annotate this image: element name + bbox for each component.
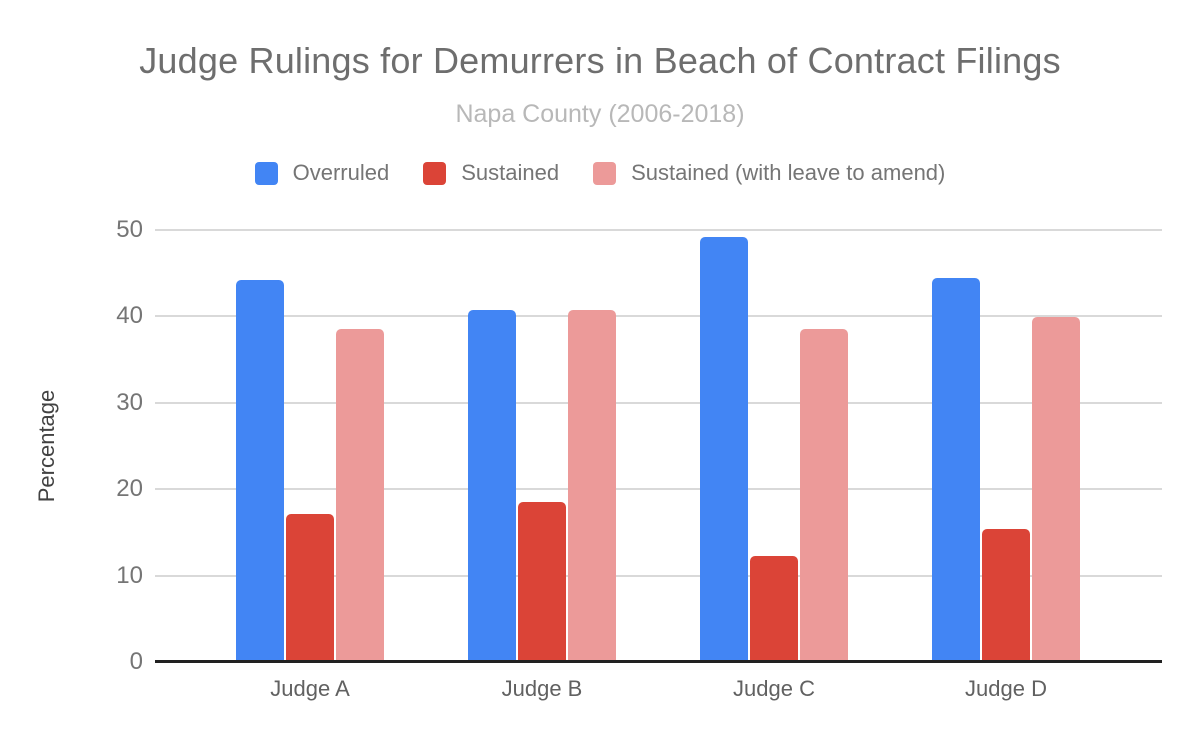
legend-swatch-sustained-with-leave-to-amend [593, 161, 617, 185]
x-axis-label-judge-a: Judge A [270, 676, 350, 701]
judge-b-overruled-bar[interactable] [468, 309, 516, 662]
legend-swatch-sustained [423, 161, 447, 185]
legend-label-overruled: Overruled [292, 160, 390, 185]
judge-d-sustained-with-leave-to-amend-bar[interactable] [1032, 317, 1080, 662]
x-axis-labels: Judge A Judge B Judge C Judge D [155, 676, 1162, 706]
judge-a-sustained-with-leave-to-amend-bar[interactable] [336, 329, 384, 662]
bar-group-judge-b [468, 230, 616, 662]
y-tick-label-0: 0 [129, 648, 143, 675]
legend-item-sustained[interactable]: Sustained [423, 160, 559, 186]
judge-d-overruled-bar[interactable] [932, 277, 980, 662]
legend: Overruled Sustained Sustained (with leave … [0, 160, 1200, 186]
gridline-40 [155, 315, 1162, 318]
bar-group-judge-a [236, 230, 384, 662]
x-axis-label-judge-c: Judge C [733, 676, 815, 701]
gridline-50 [155, 229, 1162, 231]
chart-title: Judge Rulings for Demurrers in Beach of … [139, 40, 1061, 81]
judge-b-sustained-with-leave-to-amend-bar[interactable] [568, 309, 616, 662]
judge-b-sustained-bar[interactable] [518, 502, 566, 662]
judge-a-sustained-bar[interactable] [286, 514, 334, 662]
judge-c-sustained-with-leave-to-amend-bar[interactable] [800, 329, 848, 662]
legend-item-sustained-with-leave-to-amend[interactable]: Sustained (with leave to amend) [593, 160, 945, 186]
chart-subtitle: Napa County (2006-2018) [455, 100, 745, 128]
y-tick-label-30: 30 [116, 388, 143, 416]
legend-item-overruled[interactable]: Overruled [254, 160, 390, 186]
judge-d-sustained-bar[interactable] [982, 528, 1030, 662]
judge-a-overruled-bar[interactable] [236, 280, 284, 662]
gridline-30 [155, 401, 1162, 404]
y-tick-label-50: 50 [116, 216, 143, 243]
y-tick-label-10: 10 [116, 561, 143, 589]
gridline-20 [155, 488, 1162, 491]
judge-c-sustained-bar[interactable] [750, 555, 798, 662]
x-axis-line [155, 660, 1162, 663]
y-axis-tick-labels: 0 10 20 30 40 50 [40, 218, 143, 674]
y-tick-label-20: 20 [116, 475, 143, 503]
judge-c-overruled-bar[interactable] [700, 236, 748, 662]
y-tick-label-40: 40 [116, 302, 143, 330]
legend-swatch-overruled [254, 161, 278, 185]
gridline-10 [155, 574, 1162, 577]
x-axis-label-judge-b: Judge B [501, 676, 583, 701]
legend-label-sustained: Sustained [461, 160, 560, 185]
plot-area [155, 229, 1162, 663]
x-axis-label-judge-d: Judge D [965, 676, 1047, 701]
legend-label-sustained-with-leave-to-amend: Sustained (with leave to amend) [631, 160, 946, 185]
bar-group-judge-d [932, 230, 1080, 662]
bar-group-judge-c [700, 230, 848, 662]
